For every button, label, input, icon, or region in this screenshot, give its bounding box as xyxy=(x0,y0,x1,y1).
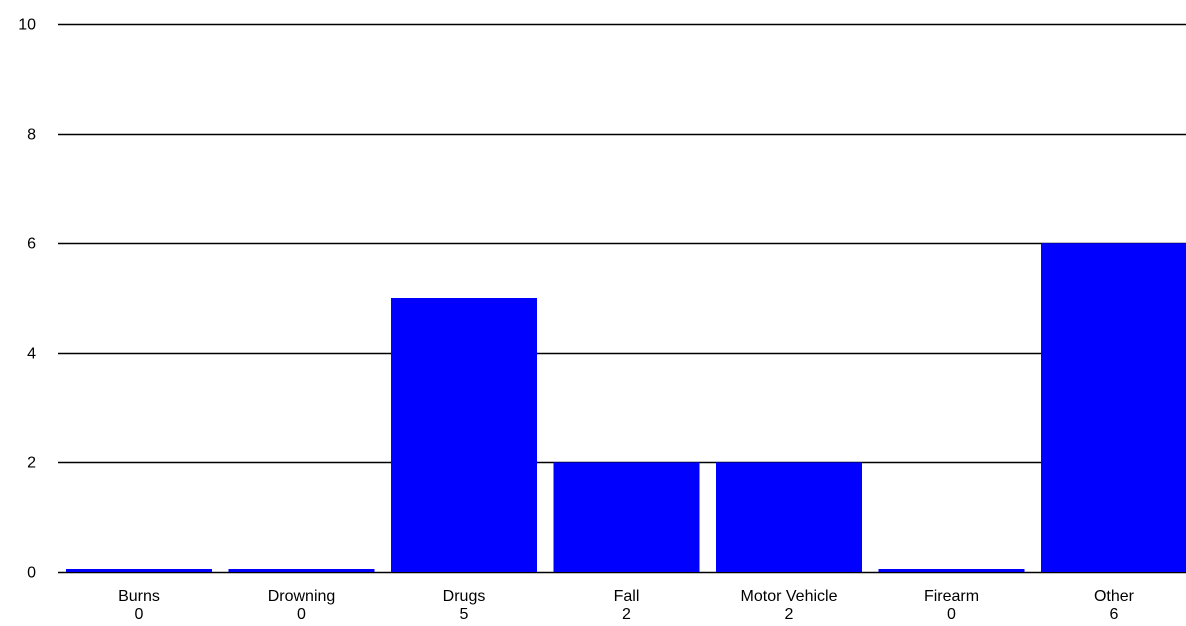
x-category-label: Motor Vehicle xyxy=(741,588,838,605)
x-category-label: Drowning xyxy=(268,588,336,605)
gridlines xyxy=(58,23,1186,574)
x-value-label: 6 xyxy=(1110,606,1119,623)
y-axis-tick-labels: 0 2 4 6 8 10 xyxy=(18,17,36,582)
bar-motor-vehicle xyxy=(716,462,862,572)
x-value-label: 2 xyxy=(785,606,794,623)
bars xyxy=(66,243,1186,572)
y-tick-label: 2 xyxy=(27,455,36,472)
y-tick-label: 10 xyxy=(18,17,36,34)
x-value-label: 0 xyxy=(947,606,956,623)
x-category-label: Firearm xyxy=(924,588,979,605)
x-value-label: 0 xyxy=(297,606,306,623)
x-value-label: 2 xyxy=(622,606,631,623)
x-category-label: Drugs xyxy=(443,588,486,605)
x-category-label: Fall xyxy=(614,588,640,605)
x-category-label: Other xyxy=(1094,588,1135,605)
x-value-label: 0 xyxy=(135,606,144,623)
x-value-label: 5 xyxy=(460,606,469,623)
bar-fall xyxy=(553,462,700,572)
bar-drowning xyxy=(228,569,375,572)
bar-other xyxy=(1041,243,1186,572)
bar-firearm xyxy=(878,569,1025,572)
x-category-label: Burns xyxy=(118,588,160,605)
bar-drugs xyxy=(391,298,537,572)
y-tick-label: 4 xyxy=(27,346,36,363)
y-tick-label: 0 xyxy=(27,565,36,582)
bar-burns xyxy=(66,569,212,572)
y-tick-label: 6 xyxy=(27,236,36,253)
y-tick-label: 8 xyxy=(27,127,36,144)
